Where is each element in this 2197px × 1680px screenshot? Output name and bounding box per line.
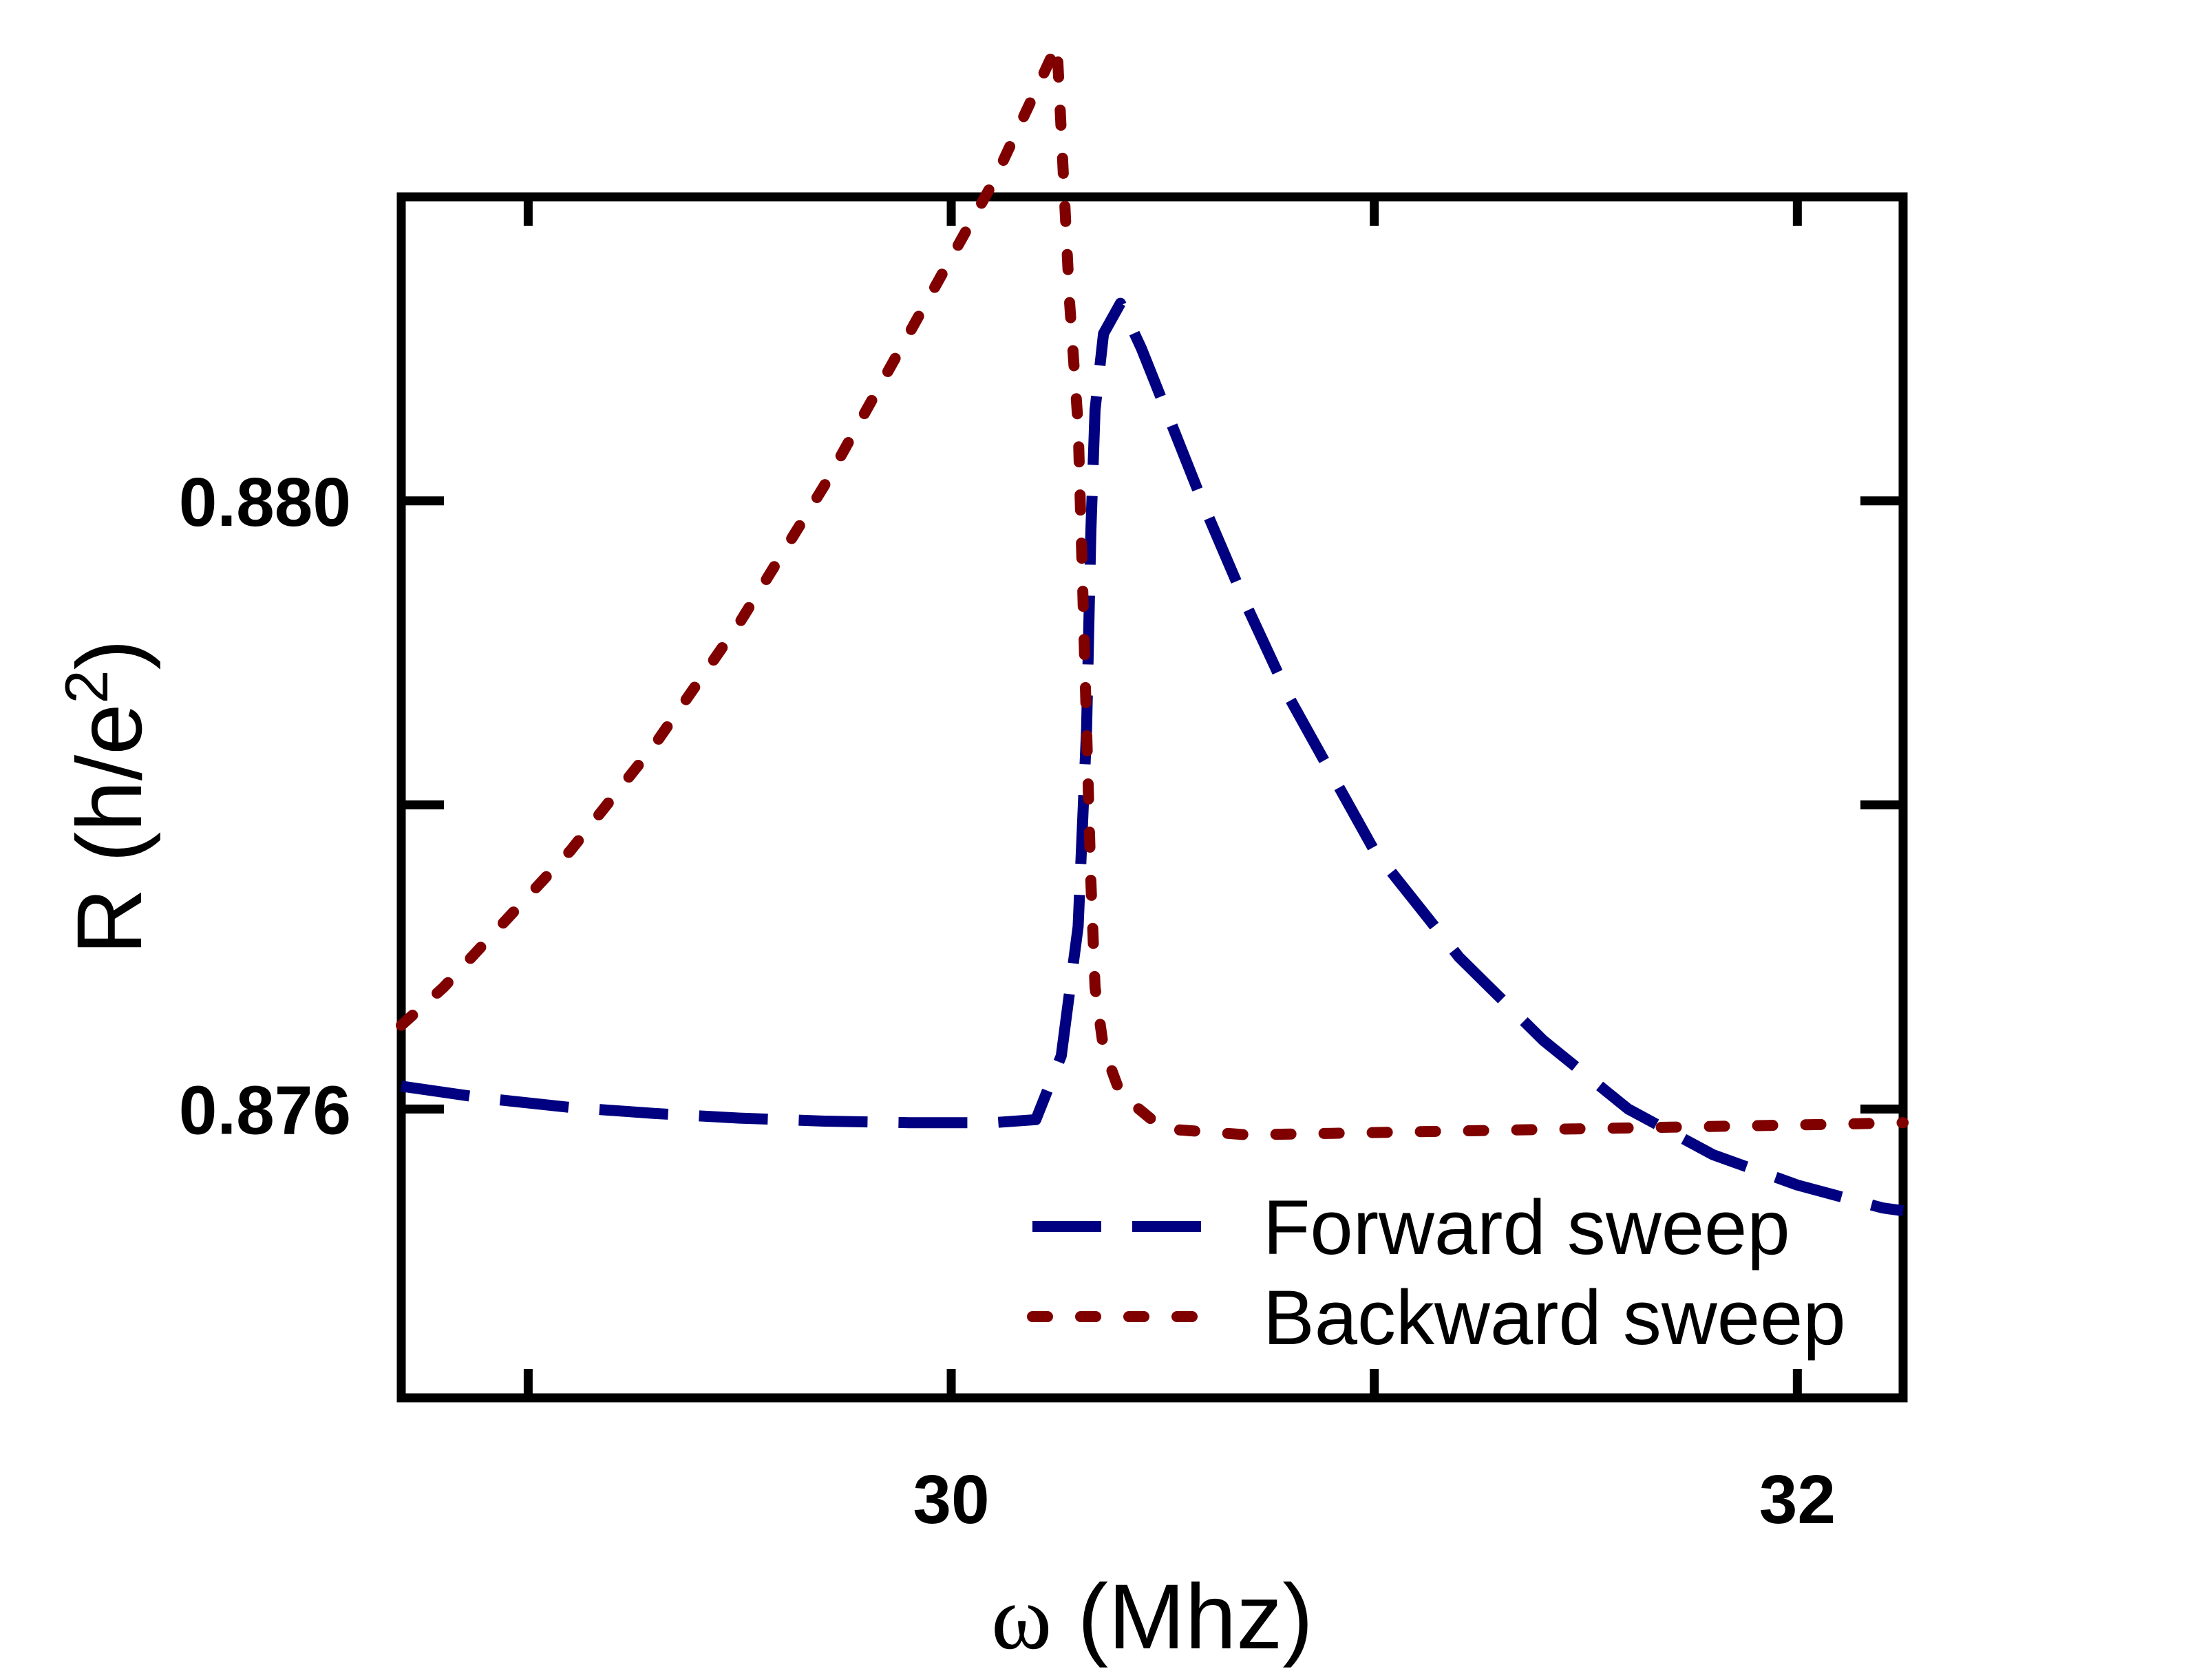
- series-backward-sweep-line: [396, 39, 1909, 1140]
- y-axis-title-close: ): [59, 639, 161, 670]
- series-forward-sweep-line: [400, 297, 1904, 1217]
- legend: Forward sweep Backward sweep: [1027, 1184, 1846, 1361]
- y-axis-title: R (h/e2): [52, 639, 162, 955]
- x-tick-label: 30: [913, 1461, 989, 1538]
- x-axis-title: ω (Mhz): [991, 1566, 1313, 1668]
- legend-backward-label: Backward sweep: [1263, 1275, 1846, 1361]
- ticks-layer: [401, 197, 1903, 1398]
- y-tick-label: 0.876: [179, 1072, 351, 1149]
- plot-area: [396, 39, 1909, 1403]
- y-axis-title-superscript: 2: [52, 670, 120, 703]
- tick-labels-layer: 30 32 0.876 0.880: [179, 464, 1836, 1538]
- y-axis-title-main: R (h/e: [59, 703, 161, 955]
- x-axis-symbol: ω: [991, 1566, 1052, 1668]
- plot-frame: [396, 192, 1908, 1403]
- x-tick-label: 32: [1759, 1461, 1836, 1538]
- x-axis-unit: (Mhz): [1052, 1566, 1313, 1668]
- series-layer: [396, 39, 1909, 1217]
- y-tick-label: 0.880: [179, 464, 351, 541]
- legend-forward-label: Forward sweep: [1263, 1184, 1790, 1270]
